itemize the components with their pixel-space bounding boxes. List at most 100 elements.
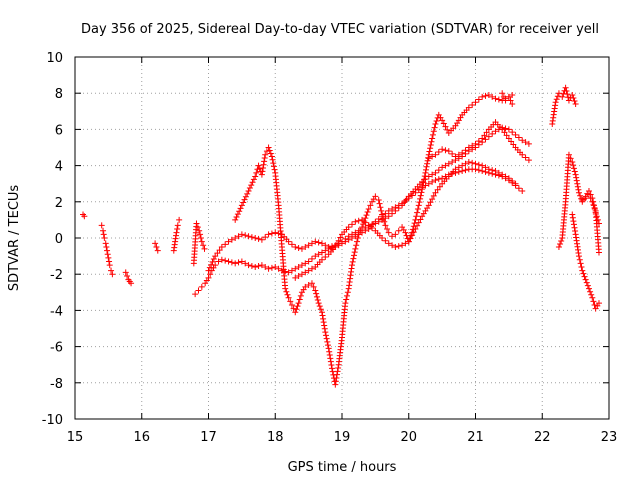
data-point [435,167,442,174]
data-point [207,271,214,278]
data-point [428,138,435,145]
data-point [215,258,222,265]
data-point [262,234,269,241]
data-point [572,171,579,178]
data-point [261,155,268,162]
data-point [509,129,516,136]
data-point [349,262,356,269]
data-point [108,267,115,274]
data-point [492,168,499,175]
data-point [232,216,239,223]
data-point [313,290,320,297]
data-point [403,196,410,203]
data-point [345,233,352,240]
data-point [499,126,506,133]
series-i [232,92,516,388]
data-point [322,332,329,339]
data-point [288,267,295,274]
data-point [469,101,476,108]
data-point [509,177,516,184]
data-point [379,235,386,241]
data-point [571,168,578,175]
data-point [380,215,387,222]
data-point [439,117,446,124]
data-point [355,217,362,224]
data-point [445,160,452,167]
data-point [522,154,529,161]
data-point [295,300,302,307]
data-point [570,218,577,225]
data-point [439,175,446,182]
data-point [339,238,345,245]
data-point [429,171,436,178]
data-point [422,166,429,173]
data-point [228,236,235,243]
data-point [389,233,396,240]
data-point [322,242,329,249]
data-point [234,211,241,218]
data-point [407,235,414,242]
data-point [475,138,482,145]
data-point [310,283,317,290]
data-point [298,271,305,278]
data-point [103,244,110,251]
data-point [569,92,576,99]
data-point [492,95,499,102]
data-point [417,216,424,223]
data-point [302,283,309,290]
series-o [569,211,602,312]
data-point [282,285,289,292]
data-point [385,240,392,247]
data-point [258,171,265,178]
data-point [579,267,586,274]
data-point [100,227,107,234]
series-c [122,269,135,287]
data-point [427,199,434,206]
data-point [580,270,587,277]
data-point [325,345,332,352]
data-point [595,249,602,256]
data-point [572,101,579,108]
data-point [425,155,432,162]
data-point [573,174,580,181]
series-a [80,211,88,220]
data-point [414,206,421,213]
data-point [225,238,232,245]
data-point [429,196,436,203]
data-point [432,177,439,184]
data-point [369,225,376,232]
data-point [502,125,509,132]
data-point [590,298,597,305]
data-point [195,287,202,294]
data-point [216,247,223,254]
data-point [285,238,292,245]
data-point [379,211,386,218]
y-tick-label: -8 [50,377,63,392]
data-point [238,202,245,209]
plot-frame [74,56,610,420]
data-point [567,155,574,162]
data-point [327,355,334,362]
data-point [432,189,439,196]
data-point [328,365,335,372]
data-point [425,202,432,209]
data-point [122,269,129,276]
data-point [489,93,496,100]
data-point [313,293,320,300]
data-point [128,280,135,287]
data-point [240,199,247,206]
data-point [472,99,479,106]
data-point [248,182,255,189]
data-point [263,148,270,155]
data-point [472,166,479,173]
data-point [317,306,324,313]
data-point [574,183,581,190]
data-point [104,251,111,258]
data-point [288,301,295,308]
data-point [442,123,449,130]
data-point [399,242,406,249]
data-point [465,158,472,165]
data-point [577,192,584,199]
data-point [241,196,248,203]
data-point [322,254,329,261]
